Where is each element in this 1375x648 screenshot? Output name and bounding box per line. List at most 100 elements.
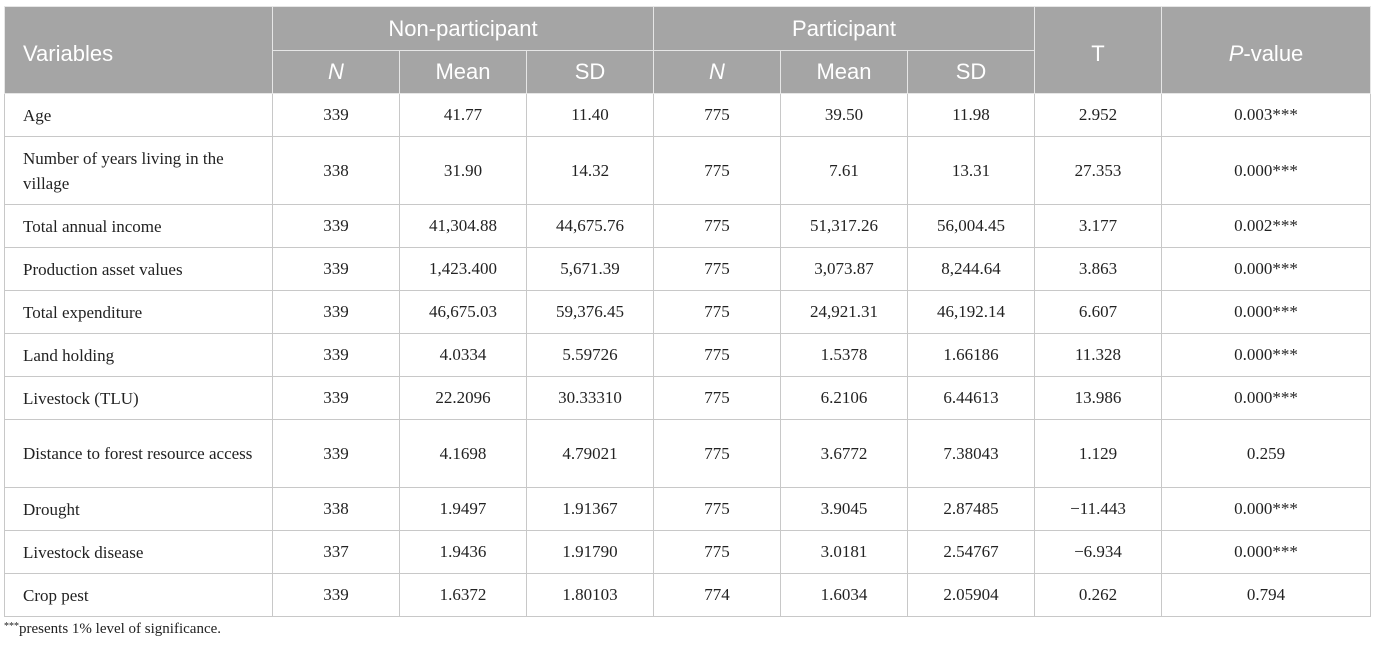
table-body: Age 339 41.77 11.40 775 39.50 11.98 2.952 0.003*… (4, 93, 1371, 617)
cell-participant-sd: 2.87485 (907, 487, 1035, 531)
table-row: Crop pest 339 1.6372 1.80103 774 1.6034 2.0590… (4, 573, 1371, 617)
header-np-n: N (272, 50, 400, 94)
cell-non-participant-n: 338 (272, 136, 400, 205)
header-p-value: P-value (1161, 6, 1371, 94)
header-variables: Variables (4, 6, 273, 94)
cell-non-participant-mean: 1.9436 (399, 530, 527, 574)
cell-non-participant-sd: 11.40 (526, 93, 654, 137)
cell-participant-n: 775 (653, 136, 781, 205)
cell-non-participant-mean: 22.2096 (399, 376, 527, 420)
table-row: Distance to forest resource access 339 4.1… (4, 419, 1371, 488)
footnote-text: presents 1% level of significance. (19, 621, 222, 637)
header-p-value-italic: P (1228, 41, 1244, 66)
cell-p-value: 0.794 (1161, 573, 1371, 617)
cell-non-participant-n: 339 (272, 419, 400, 488)
cell-participant-n: 775 (653, 419, 781, 488)
cell-t: 6.607 (1034, 290, 1162, 334)
cell-participant-mean: 3.9045 (780, 487, 908, 531)
table-header: Variables Non-participant Participant T … (4, 6, 1371, 94)
cell-variable: Crop pest (4, 573, 273, 617)
cell-non-participant-mean: 41,304.88 (399, 204, 527, 248)
cell-participant-mean: 1.6034 (780, 573, 908, 617)
cell-p-value: 0.000*** (1161, 333, 1371, 377)
cell-t: 11.328 (1034, 333, 1162, 377)
header-np-n-label: N (328, 59, 344, 84)
cell-participant-n: 775 (653, 290, 781, 334)
table-row: Total annual income 339 41,304.88 44,675.76… (4, 204, 1371, 248)
cell-participant-sd: 2.54767 (907, 530, 1035, 574)
cell-non-participant-n: 339 (272, 93, 400, 137)
cell-non-participant-mean: 4.0334 (399, 333, 527, 377)
cell-non-participant-n: 339 (272, 247, 400, 291)
cell-variable: Livestock (TLU) (4, 376, 273, 420)
cell-participant-mean: 39.50 (780, 93, 908, 137)
table-row: Production asset values 339 1,423.400 5,671… (4, 247, 1371, 291)
header-p-mean: Mean (780, 50, 908, 94)
cell-p-value: 0.000*** (1161, 530, 1371, 574)
cell-participant-sd: 13.31 (907, 136, 1035, 205)
cell-participant-mean: 7.61 (780, 136, 908, 205)
header-p-n: N (653, 50, 781, 94)
cell-participant-mean: 3,073.87 (780, 247, 908, 291)
cell-non-participant-mean: 1,423.400 (399, 247, 527, 291)
cell-non-participant-n: 339 (272, 573, 400, 617)
cell-participant-n: 775 (653, 204, 781, 248)
cell-p-value: 0.000*** (1161, 136, 1371, 205)
cell-variable: Land holding (4, 333, 273, 377)
cell-non-participant-sd: 5,671.39 (526, 247, 654, 291)
cell-non-participant-sd: 59,376.45 (526, 290, 654, 334)
cell-t: 3.863 (1034, 247, 1162, 291)
cell-non-participant-n: 339 (272, 290, 400, 334)
footnote-marker: *** (4, 621, 19, 632)
cell-non-participant-mean: 4.1698 (399, 419, 527, 488)
cell-non-participant-sd: 30.33310 (526, 376, 654, 420)
table-row: Livestock disease 337 1.9436 1.91790 775 3.01… (4, 530, 1371, 574)
cell-t: 2.952 (1034, 93, 1162, 137)
cell-participant-sd: 6.44613 (907, 376, 1035, 420)
cell-variable: Distance to forest resource access (4, 419, 273, 488)
table-row: Number of years living in the village 338… (4, 136, 1371, 205)
cell-participant-sd: 11.98 (907, 93, 1035, 137)
cell-participant-n: 775 (653, 333, 781, 377)
cell-participant-sd: 56,004.45 (907, 204, 1035, 248)
cell-participant-sd: 46,192.14 (907, 290, 1035, 334)
header-p-n-label: N (709, 59, 725, 84)
cell-variable: Livestock disease (4, 530, 273, 574)
cell-t: 1.129 (1034, 419, 1162, 488)
table-row: Drought 338 1.9497 1.91367 775 3.9045 2.87485−… (4, 487, 1371, 531)
cell-non-participant-mean: 1.9497 (399, 487, 527, 531)
cell-t: 0.262 (1034, 573, 1162, 617)
cell-participant-n: 775 (653, 376, 781, 420)
header-np-mean: Mean (399, 50, 527, 94)
cell-participant-mean: 24,921.31 (780, 290, 908, 334)
cell-non-participant-sd: 1.80103 (526, 573, 654, 617)
cell-participant-sd: 1.66186 (907, 333, 1035, 377)
table-row: Land holding 339 4.0334 5.59726 775 1.5378 1.6… (4, 333, 1371, 377)
cell-t: 3.177 (1034, 204, 1162, 248)
cell-participant-n: 775 (653, 93, 781, 137)
cell-participant-sd: 8,244.64 (907, 247, 1035, 291)
cell-participant-n: 775 (653, 530, 781, 574)
cell-variable: Drought (4, 487, 273, 531)
cell-participant-n: 775 (653, 487, 781, 531)
cell-variable: Total expenditure (4, 290, 273, 334)
cell-non-participant-mean: 1.6372 (399, 573, 527, 617)
table-row: Age 339 41.77 11.40 775 39.50 11.98 2.952 0.003*… (4, 93, 1371, 137)
cell-p-value: 0.000*** (1161, 376, 1371, 420)
cell-non-participant-sd: 5.59726 (526, 333, 654, 377)
cell-participant-n: 775 (653, 247, 781, 291)
cell-participant-n: 774 (653, 573, 781, 617)
cell-participant-sd: 2.05904 (907, 573, 1035, 617)
cell-non-participant-n: 337 (272, 530, 400, 574)
cell-variable: Production asset values (4, 247, 273, 291)
cell-non-participant-mean: 41.77 (399, 93, 527, 137)
cell-p-value: 0.259 (1161, 419, 1371, 488)
cell-non-participant-n: 339 (272, 333, 400, 377)
header-p-sd: SD (907, 50, 1035, 94)
cell-p-value: 0.000*** (1161, 247, 1371, 291)
cell-participant-mean: 1.5378 (780, 333, 908, 377)
cell-non-participant-n: 338 (272, 487, 400, 531)
cell-non-participant-mean: 46,675.03 (399, 290, 527, 334)
cell-t: 27.353 (1034, 136, 1162, 205)
cell-t: −11.443 (1034, 487, 1162, 531)
